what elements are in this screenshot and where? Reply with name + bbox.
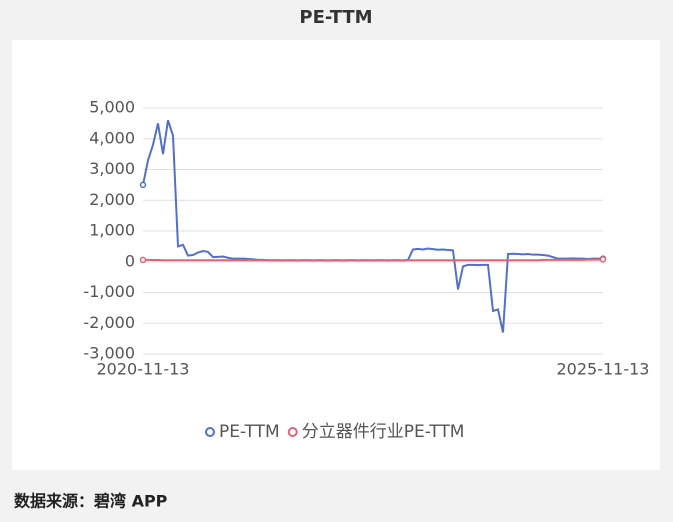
end-marker [139,181,147,189]
legend-marker [287,427,298,437]
y-tick-label: 2,000 [89,190,135,209]
x-tick-label: 2020-11-13 [97,360,190,379]
y-tick-label: 3,000 [89,159,135,178]
end-marker [139,256,147,264]
y-tick-label: -1,000 [83,282,135,301]
legend-label: PE-TTM [219,422,280,442]
source: 数据来源：碧湾 APP [14,492,168,511]
y-tick-label: 0 [125,251,135,270]
chart-title: PE-TTM [299,7,372,28]
y-tick-label: 4,000 [89,128,135,147]
series-line [143,258,604,262]
chart-card [12,40,660,470]
legend-marker [205,427,215,437]
end-marker [599,256,607,263]
legend-label: 分立器件行业PE-TTM [302,422,465,442]
y-tick-label: -2,000 [83,313,135,332]
x-tick-label: 2025-11-13 [557,360,650,379]
y-tick-label: 5,000 [89,98,135,117]
y-tick-label: 1,000 [89,221,135,240]
y-tick-label: -3,000 [83,344,135,363]
